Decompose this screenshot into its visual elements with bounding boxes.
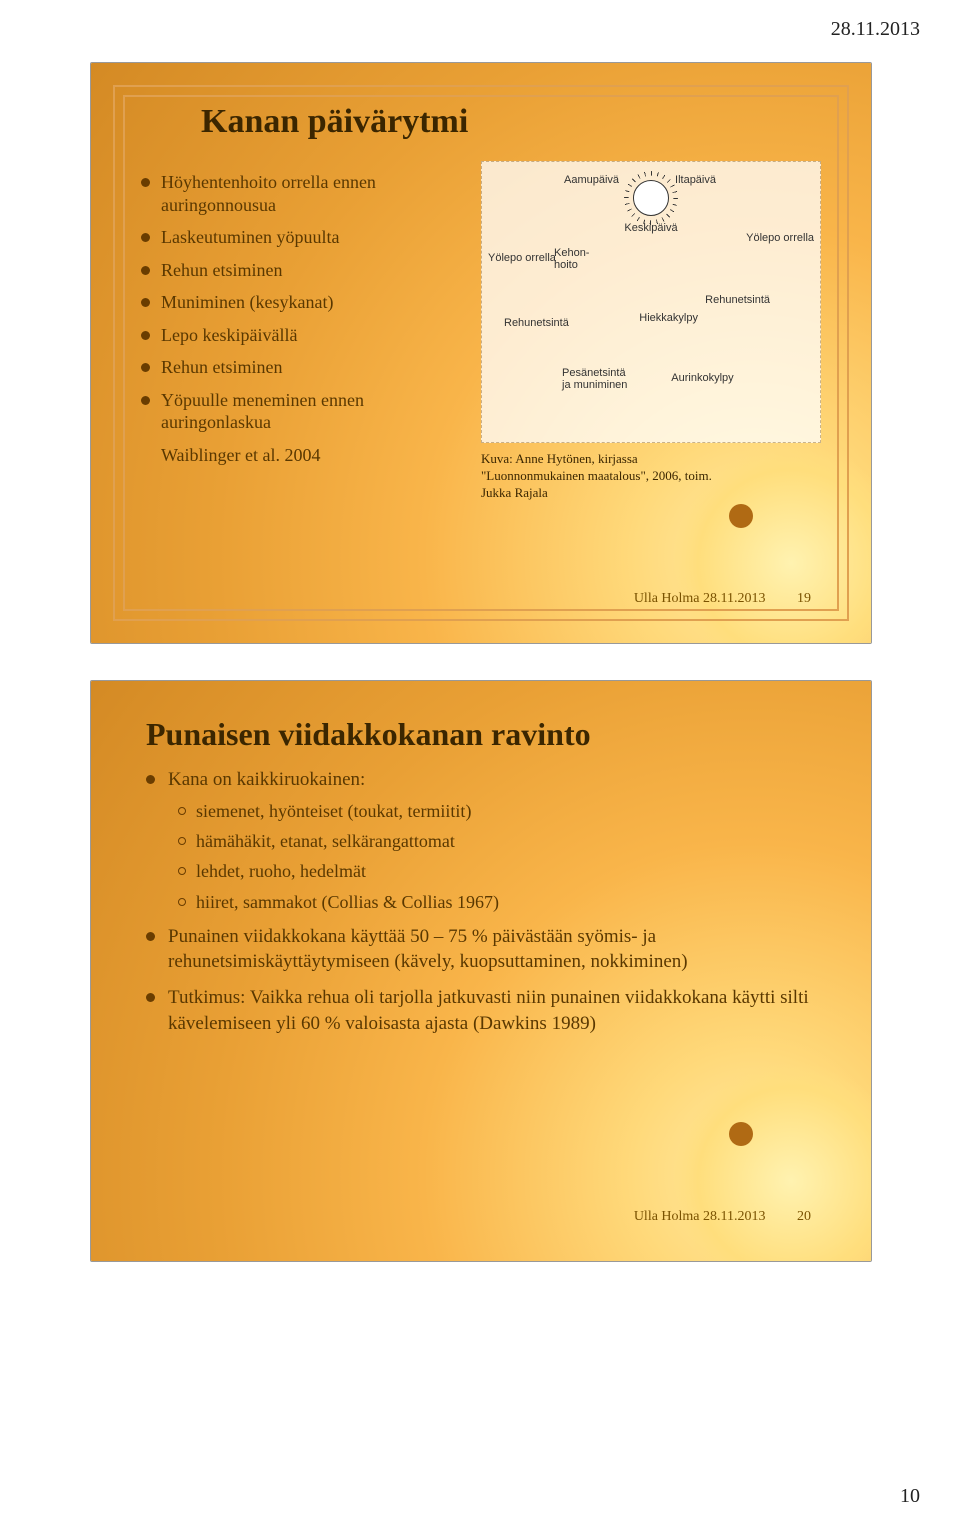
figure-label: Aamupäivä <box>564 174 619 186</box>
list-item: Punainen viidakkokana käyttää 50 – 75 % … <box>146 924 816 975</box>
slide-2-footer: Ulla Holma 28.11.2013 20 <box>634 1209 811 1225</box>
slide-number: 20 <box>797 1209 811 1224</box>
citation: Waiblinger et al. 2004 <box>141 444 461 467</box>
list-item: Kana on kaikkiruokainen: siemenet, hyönt… <box>146 767 816 914</box>
list-item: Yöpuulle meneminen ennen auringonlaskua <box>141 389 461 434</box>
list-item: Tutkimus: Vaikka rehua oli tarjolla jatk… <box>146 985 816 1036</box>
figure-label: Keskipäivä <box>624 222 677 234</box>
sub-item: hämähäkit, etanat, selkärangattomat <box>178 829 816 853</box>
list-item: Rehun etsiminen <box>141 259 461 282</box>
sub-list: siemenet, hyönteiset (toukat, termiitit)… <box>178 799 816 914</box>
figure-label: Pesänetsintä ja muniminen <box>562 367 627 391</box>
figure-label: Aurinkokylpy <box>671 372 733 384</box>
list-item: Höyhentenhoito orrella ennen auringonnou… <box>141 171 461 216</box>
footer-text: Ulla Holma 28.11.2013 <box>634 1209 766 1224</box>
sub-item: lehdet, ruoho, hedelmät <box>178 859 816 883</box>
sub-item: hiiret, sammakot (Collias & Collias 1967… <box>178 890 816 914</box>
sun-icon <box>633 180 669 216</box>
slide-1: Kanan päivärytmi Höyhentenhoito orrella … <box>90 62 872 644</box>
slide-number: 19 <box>797 591 811 606</box>
figure-label: Kehon- hoito <box>554 247 589 271</box>
list-item: Rehun etsiminen <box>141 356 461 379</box>
daily-cycle-figure: Aamupäivä Keskipäivä Iltapäivä Yölepo or… <box>481 161 821 443</box>
slide-2: Punaisen viidakkokanan ravinto Kana on k… <box>90 680 872 1262</box>
figure-label: Iltapäivä <box>675 174 716 186</box>
list-item: Muniminen (kesykanat) <box>141 291 461 314</box>
slide-2-title: Punaisen viidakkokanan ravinto <box>146 716 816 753</box>
figure-caption: Kuva: Anne Hytönen, kirjassa "Luonnonmuk… <box>481 451 821 502</box>
figure-label: Rehunetsintä <box>504 317 569 329</box>
slide-1-title: Kanan päivärytmi <box>201 103 821 141</box>
page-number: 10 <box>900 1485 920 1508</box>
figure-label: Hiekkakylpy <box>639 312 698 324</box>
page-date: 28.11.2013 <box>831 18 920 41</box>
footer-text: Ulla Holma 28.11.2013 <box>634 591 766 606</box>
page: 28.11.2013 Kanan päivärytmi Höyhentenhoi… <box>0 0 960 1526</box>
slide-2-content: Punaisen viidakkokanan ravinto Kana on k… <box>146 716 816 1226</box>
slide-1-footer: Ulla Holma 28.11.2013 19 <box>634 591 811 607</box>
list-item: Laskeutuminen yöpuulta <box>141 226 461 249</box>
figure-label: Yölepo orrella <box>746 232 814 244</box>
slide-1-content: Kanan päivärytmi Höyhentenhoito orrella … <box>141 103 821 603</box>
figure-label: Rehunetsintä <box>705 294 770 306</box>
nutrition-list: Kana on kaikkiruokainen: siemenet, hyönt… <box>146 767 816 1036</box>
daily-rhythm-list: Höyhentenhoito orrella ennen auringonnou… <box>141 171 461 466</box>
figure-label: Yölepo orrella <box>488 252 556 264</box>
list-item: Lepo keskipäivällä <box>141 324 461 347</box>
sub-item: siemenet, hyönteiset (toukat, termiitit) <box>178 799 816 823</box>
slide-1-left-col: Höyhentenhoito orrella ennen auringonnou… <box>141 161 461 502</box>
slide-1-right-col: Aamupäivä Keskipäivä Iltapäivä Yölepo or… <box>481 161 821 502</box>
